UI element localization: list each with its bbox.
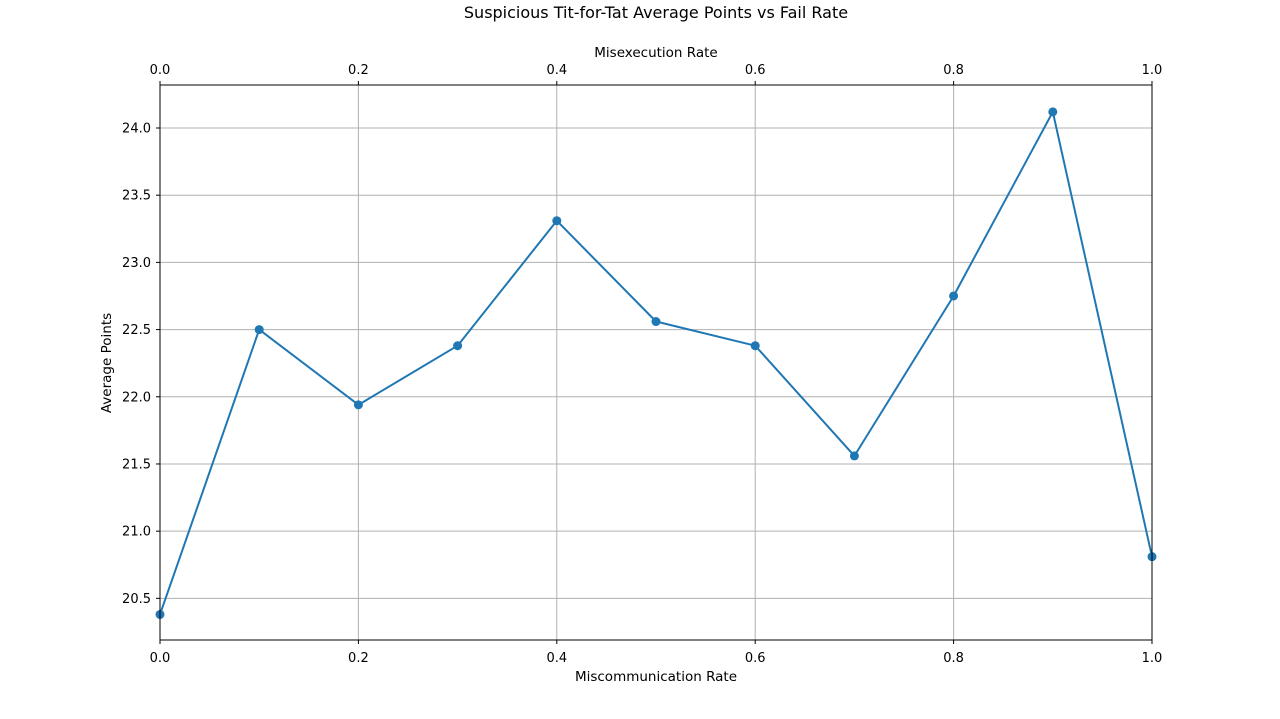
data-point	[651, 317, 661, 327]
data-point	[750, 341, 760, 351]
x-tick-label: 1.0	[1142, 651, 1163, 666]
y-tick-label: 22.0	[122, 390, 151, 405]
y-tick-label: 20.5	[122, 592, 151, 607]
data-point	[353, 400, 363, 410]
x-top-tick-label: 0.0	[150, 63, 171, 78]
chart-title: Suspicious Tit-for-Tat Average Points vs…	[464, 3, 848, 22]
plot-frame	[159, 84, 1153, 641]
y-tick-label: 21.5	[122, 457, 151, 472]
x-top-tick-label: 0.8	[943, 63, 964, 78]
data-point	[949, 291, 959, 301]
x-tick-label: 0.8	[943, 651, 964, 666]
ticks: 0.0 0.2 0.4 0.6 0.8 1.0 0.0 0.2 0.4 0.6 0.8 1.0 20.5…	[122, 63, 1162, 666]
data-point	[453, 341, 463, 351]
y-tick-label: 21.0	[122, 525, 151, 540]
x-tick-label: 0.0	[150, 651, 171, 666]
data-point	[1048, 107, 1058, 117]
series-layer	[155, 107, 1157, 619]
x-axis-label: Miscommunication Rate	[575, 669, 737, 685]
data-point	[552, 216, 562, 226]
data-point	[849, 451, 859, 461]
y-tick-label: 23.5	[122, 189, 151, 204]
x-top-tick-label: 0.6	[745, 63, 766, 78]
x-axis-top-label: Misexecution Rate	[594, 45, 717, 61]
x-tick-label: 0.6	[745, 651, 766, 666]
x-top-tick-label: 0.4	[546, 63, 567, 78]
x-top-tick-label: 1.0	[1142, 63, 1163, 78]
y-tick-label: 24.0	[122, 122, 151, 137]
y-tick-label: 23.0	[122, 256, 151, 271]
y-tick-label: 22.5	[122, 323, 151, 338]
x-top-tick-label: 0.2	[348, 63, 369, 78]
x-tick-label: 0.4	[546, 651, 567, 666]
data-point	[254, 325, 264, 335]
y-axis-label: Average Points	[99, 313, 115, 413]
x-tick-label: 0.2	[348, 651, 369, 666]
